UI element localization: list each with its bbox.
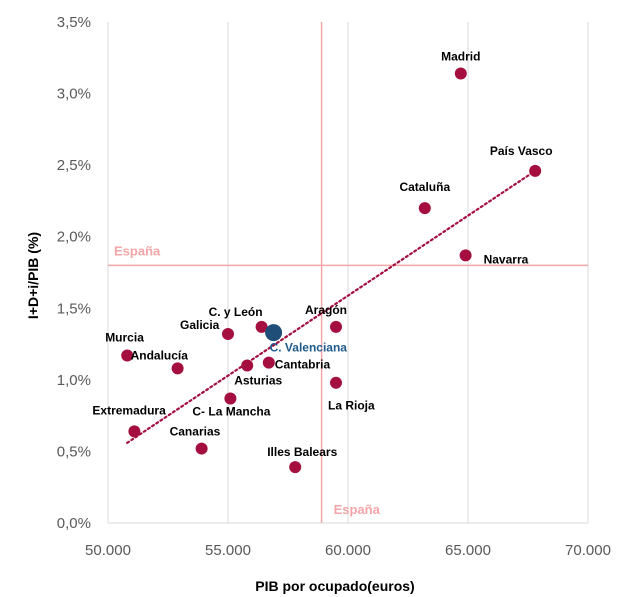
y-tick-label: 3,5% bbox=[57, 14, 91, 31]
point-label: País Vasco bbox=[490, 144, 553, 158]
trendline-group bbox=[126, 169, 537, 444]
y-tick-label: 3,0% bbox=[57, 86, 91, 103]
reference-lines: España España bbox=[108, 22, 588, 523]
data-point bbox=[128, 425, 141, 438]
data-point bbox=[454, 67, 467, 80]
data-point bbox=[241, 359, 254, 372]
point-labels: Madrid País Vasco Cataluña Navarra Aragón C. … bbox=[92, 50, 552, 460]
data-point bbox=[529, 164, 542, 177]
point-label: Illes Balears bbox=[267, 445, 337, 459]
data-point bbox=[222, 328, 234, 341]
x-tick-label: 55.000 bbox=[205, 542, 251, 559]
y-tick-label: 1,0% bbox=[57, 372, 91, 389]
point-label: La Rioja bbox=[328, 399, 375, 413]
x-tick-label: 65.000 bbox=[445, 542, 491, 559]
point-label: Murcia bbox=[105, 331, 144, 345]
point-label: C- La Mancha bbox=[192, 404, 270, 418]
data-point bbox=[330, 320, 342, 333]
x-tick-label: 50.000 bbox=[85, 542, 131, 559]
reference-label-vertical: España bbox=[334, 502, 381, 517]
point-label: Extremadura bbox=[92, 403, 166, 417]
x-axis-title: PIB por ocupado(euros) bbox=[255, 578, 414, 594]
y-tick-label: 0,0% bbox=[57, 515, 91, 532]
data-point bbox=[171, 362, 184, 375]
trendline bbox=[126, 169, 537, 444]
data-point bbox=[330, 376, 342, 389]
x-axis: 50.000 55.000 60.000 65.000 70.000 bbox=[85, 542, 611, 559]
data-point bbox=[255, 320, 268, 333]
point-label: Asturias bbox=[234, 374, 282, 388]
data-point bbox=[121, 349, 134, 362]
data-point bbox=[459, 249, 472, 262]
y-axis-title: I+D+i/PIB (%) bbox=[25, 232, 41, 319]
y-tick-label: 2,0% bbox=[57, 229, 91, 246]
point-label: Madrid bbox=[441, 50, 480, 64]
data-point bbox=[195, 442, 208, 455]
x-tick-label: 70.000 bbox=[565, 542, 611, 559]
point-label: Aragón bbox=[305, 303, 347, 317]
point-label: Andalucía bbox=[131, 348, 189, 362]
y-tick-label: 1,5% bbox=[57, 300, 91, 317]
y-tick-label: 0,5% bbox=[57, 443, 91, 460]
point-label: Navarra bbox=[484, 252, 529, 266]
data-point bbox=[224, 392, 237, 405]
grid-lines bbox=[107, 22, 589, 524]
reference-label-horizontal: España bbox=[114, 243, 161, 258]
point-label: Cantabria bbox=[275, 358, 331, 372]
data-point bbox=[289, 461, 302, 474]
data-point bbox=[262, 356, 275, 369]
point-label: Galicia bbox=[180, 318, 220, 332]
point-label: Cataluña bbox=[399, 180, 450, 194]
data-point bbox=[418, 202, 431, 215]
x-tick-label: 60.000 bbox=[325, 542, 371, 559]
point-label: C. y León bbox=[209, 305, 263, 319]
y-axis: 0,0% 0,5% 1,0% 1,5% 2,0% 2,5% 3,0% 3,5% bbox=[57, 14, 91, 532]
data-point bbox=[265, 324, 283, 342]
data-points bbox=[121, 67, 542, 474]
point-label: Canarias bbox=[170, 425, 221, 439]
y-tick-label: 2,5% bbox=[57, 157, 91, 174]
point-label: C. Valenciana bbox=[270, 341, 348, 355]
